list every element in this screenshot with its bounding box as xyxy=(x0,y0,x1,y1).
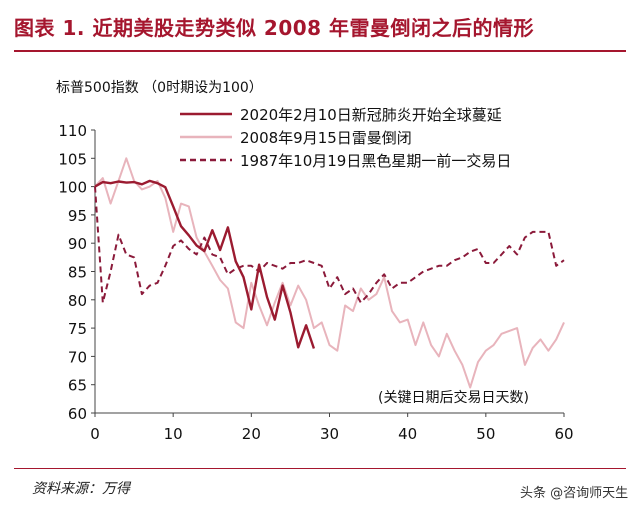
y-tick-label: 95 xyxy=(68,207,87,225)
y-tick-label: 75 xyxy=(68,320,87,338)
x-tick-label: 20 xyxy=(242,425,261,443)
chart-legend: 2020年2月10日新冠肺炎开始全球蔓延 2008年9月15日雷曼倒闭 1987年1… xyxy=(180,106,511,170)
y-tick-label: 90 xyxy=(68,235,87,253)
x-tick-label: 0 xyxy=(90,425,100,443)
y-tick-label: 85 xyxy=(68,264,87,282)
x-tick-label: 30 xyxy=(320,425,339,443)
series-line-2 xyxy=(94,157,565,389)
series-line-1 xyxy=(94,179,316,349)
legend-label-3: 1987年10月19日黑色星期一前一交易日 xyxy=(240,152,511,170)
source-note: 资料来源：万得 xyxy=(32,481,130,497)
legend-label-2: 2008年9月15日雷曼倒闭 xyxy=(240,129,412,147)
title-divider xyxy=(14,50,626,52)
legend-label-1: 2020年2月10日新冠肺炎开始全球蔓延 xyxy=(240,106,502,124)
y-tick-label: 110 xyxy=(58,122,87,140)
footer-divider xyxy=(14,468,626,469)
x-axis-annotation: (关键日期后交易日天数) xyxy=(378,389,529,406)
series-line-3 xyxy=(94,186,565,304)
y-tick-label: 105 xyxy=(58,150,87,168)
y-tick-label: 60 xyxy=(68,405,87,423)
x-tick-label: 50 xyxy=(476,425,495,443)
y-axis-label: 标普500指数 （0时期设为100） xyxy=(56,80,263,96)
chart-axes: 60 65 70 75 80 85 90 95 100 105 110 0 10 20 30 40 50 60 xyxy=(58,122,573,443)
y-tick-label: 100 xyxy=(58,179,87,197)
y-tick-label: 70 xyxy=(68,348,87,366)
line-chart: 标普500指数 （0时期设为100） 606570758085909510010… xyxy=(56,80,574,443)
watermark: 头条 @咨询师天生 xyxy=(520,486,629,501)
y-tick-label: 80 xyxy=(68,292,87,310)
y-tick-label: 65 xyxy=(68,377,87,395)
x-tick-label: 40 xyxy=(398,425,417,443)
x-tick-label: 60 xyxy=(554,425,573,443)
x-tick-label: 10 xyxy=(164,425,183,443)
series-layer xyxy=(94,157,565,389)
figure-title: 图表 1. 近期美股走势类似 2008 年雷曼倒闭之后的情形 xyxy=(14,16,535,40)
